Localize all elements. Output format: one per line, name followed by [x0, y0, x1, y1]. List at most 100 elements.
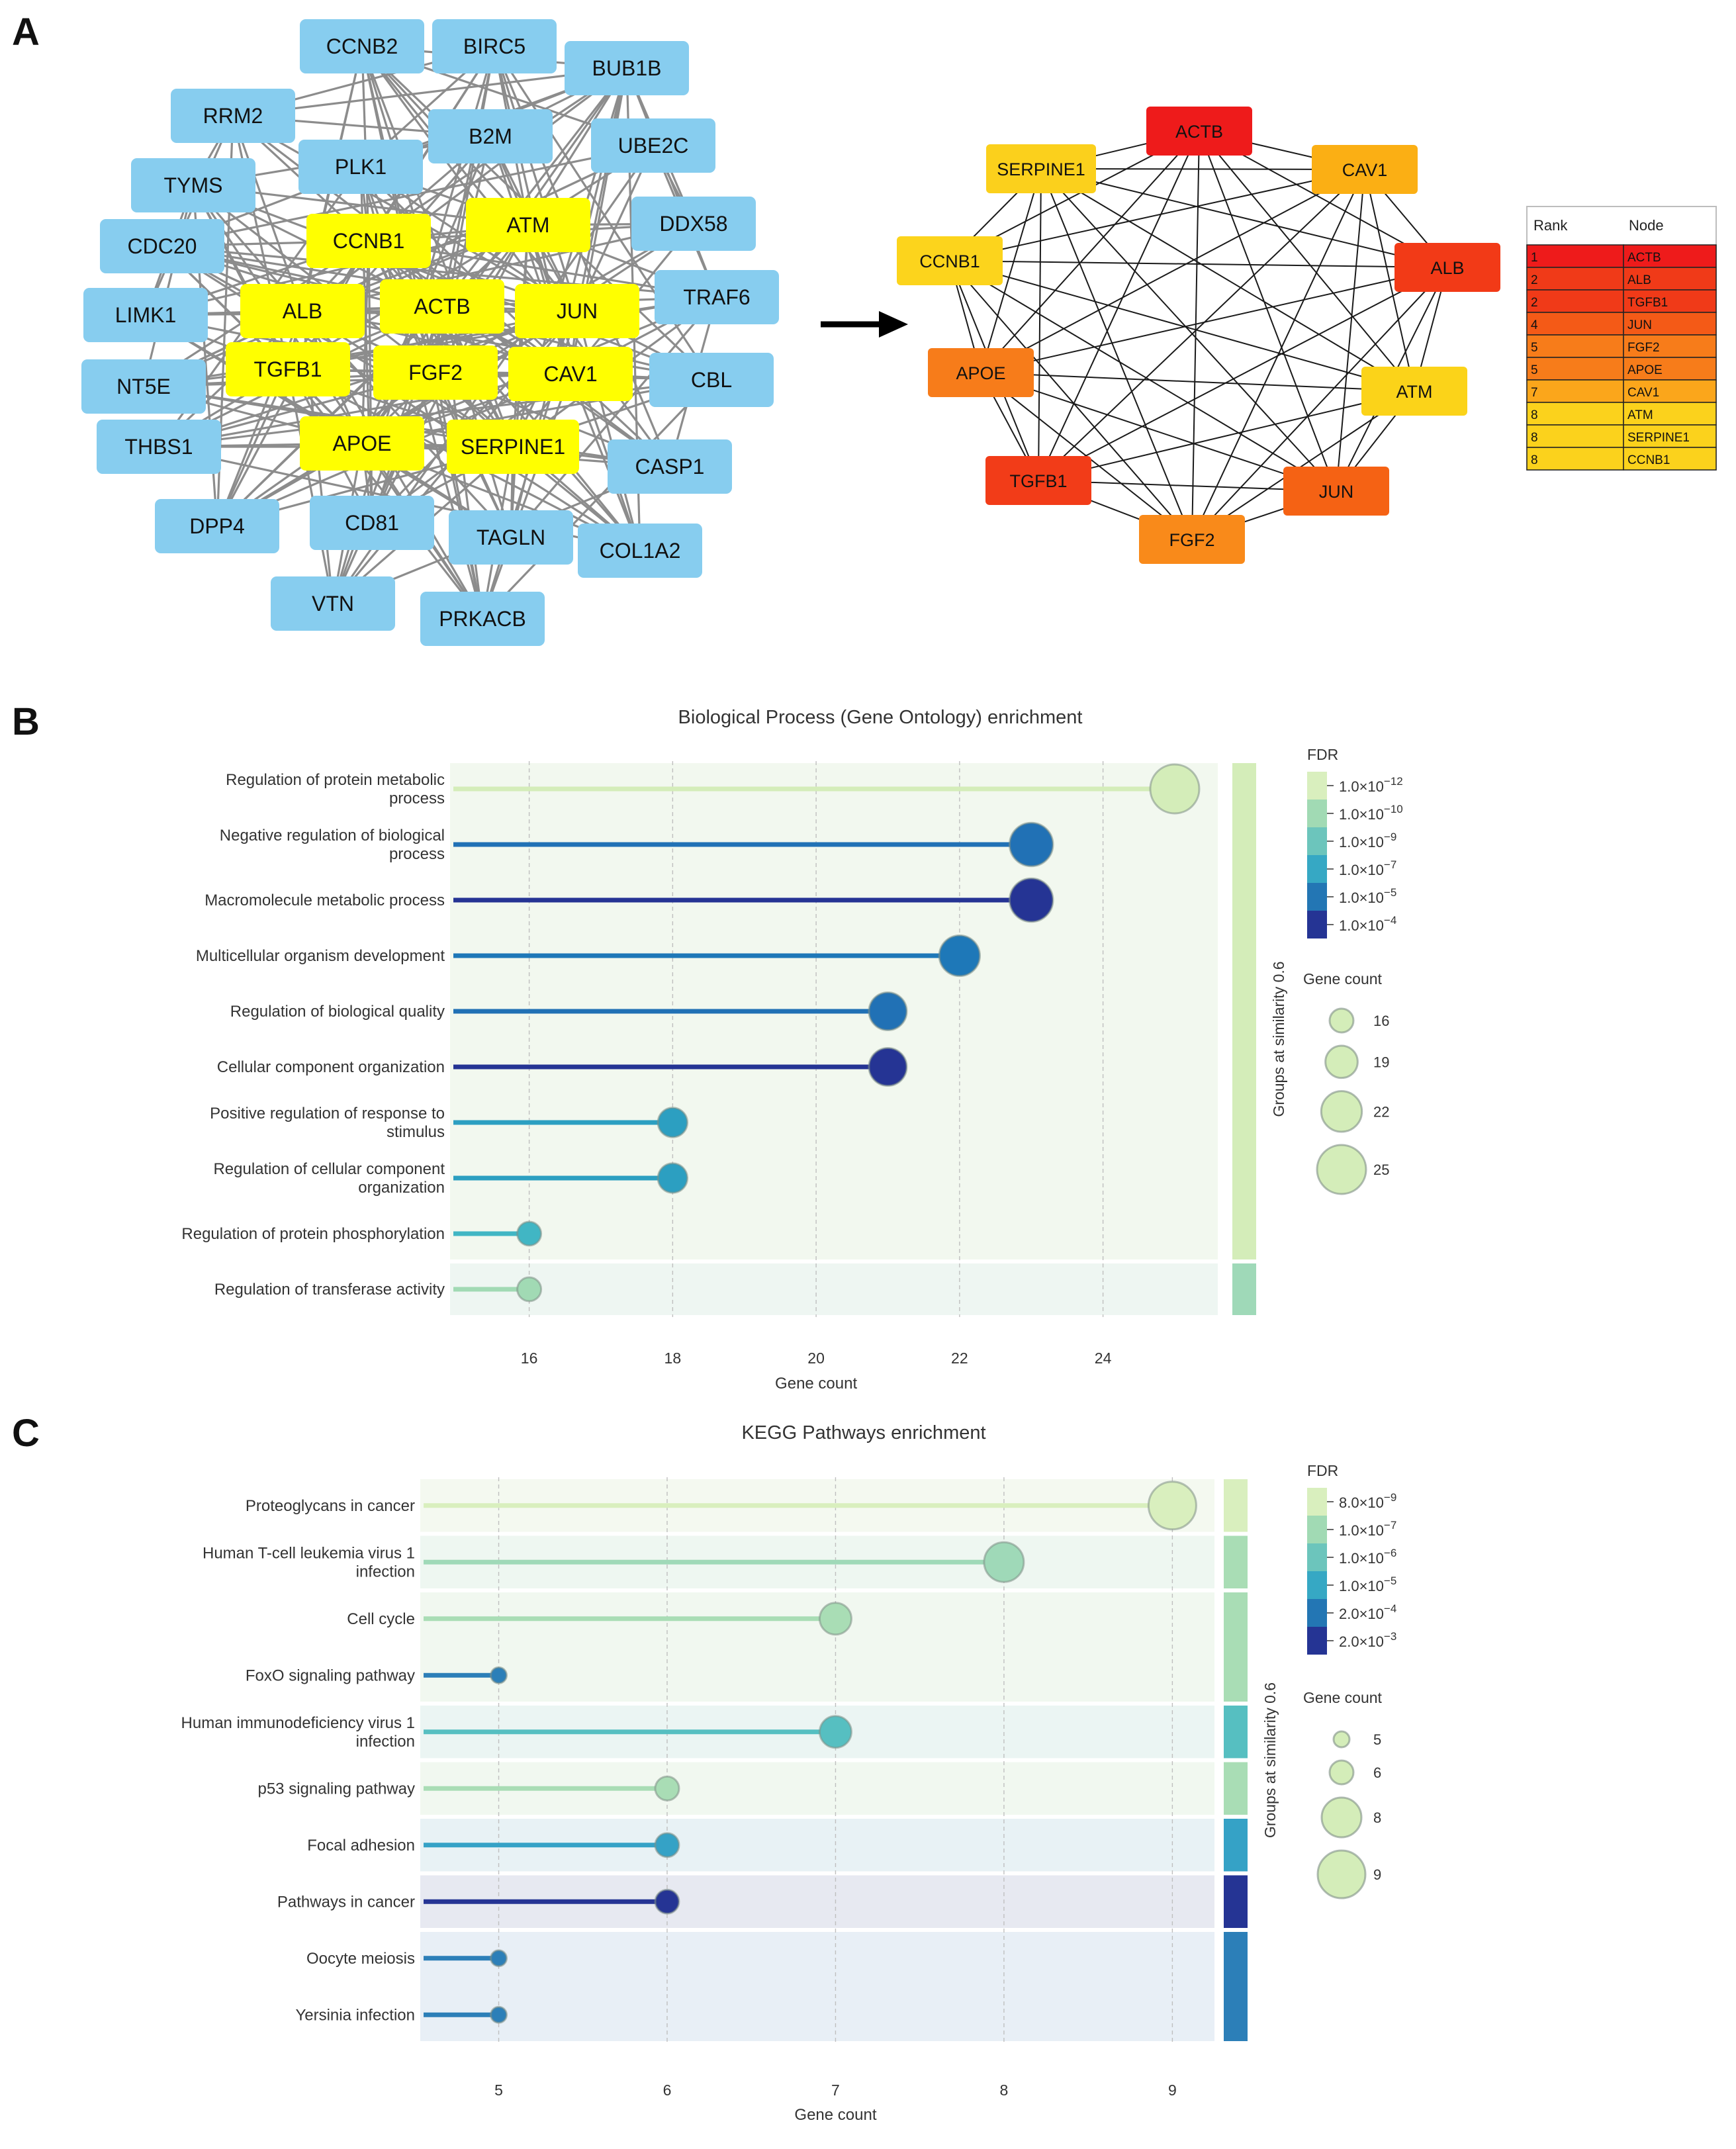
- category-label: process: [389, 790, 445, 807]
- table-node-cell: [1623, 402, 1717, 426]
- hub-node: CAV1: [1312, 145, 1418, 194]
- network-node-box: [100, 219, 224, 273]
- network-node: ACTB: [380, 279, 504, 334]
- hub-node-box: [897, 236, 1003, 285]
- hub-edge: [949, 260, 1415, 392]
- size-legend-label: 8: [1373, 1809, 1381, 1826]
- x-tick-label: 6: [663, 2081, 672, 2099]
- fdr-color-swatch: [1307, 772, 1327, 800]
- table-rank-cell: [1526, 424, 1624, 448]
- category-label: Yersinia infection: [295, 2006, 415, 2024]
- size-legend-bubble: [1320, 1796, 1363, 1839]
- network-node-box: [83, 288, 208, 342]
- lollipop-head: [490, 1666, 508, 1684]
- network-node-box: [565, 41, 689, 95]
- size-legend-label: 16: [1373, 1013, 1389, 1029]
- hub-edge: [1038, 130, 1200, 481]
- network-node-label: ATM: [506, 213, 549, 237]
- network-node-label: CCNB1: [333, 229, 404, 253]
- lollipop-head: [654, 1832, 680, 1858]
- network-edge: [144, 115, 234, 316]
- network-node-box: [649, 353, 774, 407]
- network-node-box: [306, 214, 431, 268]
- table-rank-value: 8: [1531, 431, 1538, 445]
- table-row: 2 ALB: [1526, 267, 1717, 291]
- network-node-box: [97, 420, 221, 474]
- network-node-box: [578, 524, 702, 578]
- fdr-legend-label: 1.0×10−4: [1339, 914, 1396, 934]
- category-label: Regulation of transferase activity: [214, 1281, 445, 1299]
- lollipop: [424, 1775, 680, 1802]
- table-rank-cell: [1526, 244, 1624, 268]
- network-edge: [371, 306, 443, 524]
- category-label: Regulation of biological quality: [230, 1003, 445, 1021]
- network-node: CDC20: [100, 219, 224, 273]
- hub-node-label: SERPINE1: [997, 160, 1085, 179]
- network-node-label: BUB1B: [592, 56, 662, 80]
- network-edge: [481, 373, 572, 619]
- table-node-value: FGF2: [1627, 341, 1660, 355]
- category-label: Regulation of protein phosphorylation: [181, 1225, 445, 1243]
- network-node-label: PRKACB: [439, 607, 526, 631]
- hub-node: TGFB1: [985, 456, 1091, 505]
- network-node: CAV1: [508, 347, 633, 401]
- table-node-value: CAV1: [1627, 386, 1659, 400]
- chart-title: Biological Process (Gene Ontology) enric…: [678, 707, 1083, 728]
- table-node-value: SERPINE1: [1627, 431, 1690, 445]
- fdr-legend-label: 1.0×10−5: [1339, 886, 1396, 906]
- lollipop-head: [654, 1775, 680, 1802]
- similarity-group: [1224, 1592, 1248, 1702]
- x-tick-label: 16: [521, 1349, 538, 1367]
- lollipop-head: [490, 2005, 508, 2024]
- hub-node-box: [986, 144, 1096, 193]
- network-node-label: CCNB2: [326, 34, 398, 58]
- hub-node-box: [1283, 467, 1389, 516]
- fdr-legend-title: FDR: [1307, 746, 1338, 763]
- lollipop: [424, 1832, 680, 1858]
- hub-nodes: ACTB CAV1 ALB ATM JUN FGF2 TGFB1 APOE CCNB1 SERPI…: [897, 107, 1500, 564]
- table-node-cell: [1623, 244, 1717, 268]
- network-node-box: [432, 19, 557, 73]
- network-node-box: [226, 342, 350, 396]
- size-legend-bubble: [1324, 1044, 1359, 1079]
- lollipop: [453, 1220, 543, 1247]
- lollipop: [453, 934, 982, 978]
- lollipop: [453, 821, 1054, 868]
- hub-node: CCNB1: [897, 236, 1003, 285]
- category-label: stimulus: [387, 1123, 445, 1141]
- network-edge: [161, 144, 654, 248]
- network-node-box: [591, 118, 715, 173]
- hub-node-box: [1139, 515, 1245, 564]
- lollipop: [424, 1888, 680, 1915]
- lollipop: [453, 1276, 543, 1303]
- ppi-network: CCNB2 BIRC5 BUB1B RRM2 B2M UBE2C PLK1 TYMS CCNB1…: [81, 19, 779, 646]
- network-node-box: [300, 19, 424, 73]
- network-node: PRKACB: [420, 592, 545, 646]
- hub-edge: [1191, 390, 1415, 540]
- network-node: DPP4: [155, 499, 279, 553]
- category-label: organization: [358, 1179, 445, 1197]
- lollipop: [424, 1541, 1025, 1583]
- network-node-label: TGFB1: [253, 357, 322, 381]
- network-node: CASP1: [608, 439, 732, 494]
- lollipop: [424, 1715, 852, 1749]
- table-rank-value: 2: [1531, 273, 1538, 287]
- network-node-label: BIRC5: [463, 34, 525, 58]
- category-label: Proteoglycans in cancer: [246, 1497, 415, 1515]
- table-row: 5 FGF2: [1526, 334, 1717, 358]
- table-node-cell: [1623, 424, 1717, 448]
- hub-edge: [949, 260, 1448, 268]
- table-row: 5 APOE: [1526, 357, 1717, 381]
- similarity-group: [1224, 1932, 1248, 2041]
- network-node: CBL: [649, 353, 774, 407]
- fdr-legend-label: 1.0×10−12: [1339, 775, 1403, 795]
- lollipop-head: [818, 1715, 852, 1749]
- category-label: Cell cycle: [347, 1610, 415, 1628]
- kegg-enrichment-chart: KEGG Pathways enrichment Proteoglycans in…: [181, 1422, 1397, 2124]
- network-node-label: APOE: [333, 432, 392, 455]
- size-legend-label: 5: [1373, 1731, 1381, 1748]
- network-node-box: [447, 420, 579, 474]
- network-node-box: [420, 592, 545, 646]
- fdr-legend-label: 1.0×10−10: [1339, 803, 1403, 823]
